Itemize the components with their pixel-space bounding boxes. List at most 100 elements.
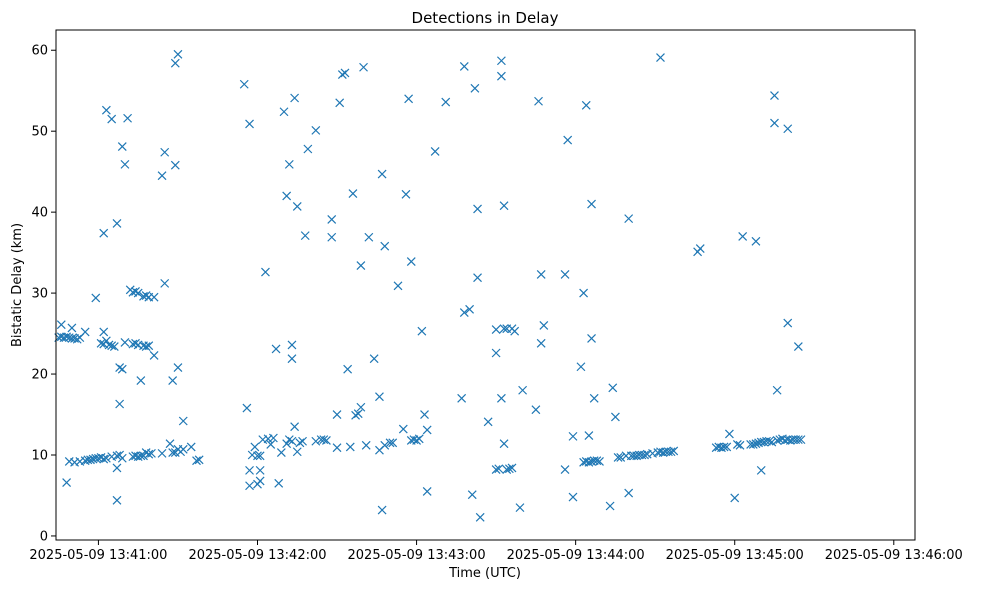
data-point	[531, 405, 541, 415]
data-point	[385, 438, 395, 448]
data-point	[284, 159, 294, 169]
data-point	[793, 342, 803, 351]
data-point	[568, 492, 578, 502]
data-point	[616, 453, 626, 462]
data-point	[669, 446, 679, 456]
data-point	[170, 58, 180, 68]
data-point	[192, 456, 201, 466]
data-point	[268, 433, 278, 443]
data-point	[271, 344, 281, 354]
chart-title: Detections in Delay	[412, 9, 559, 27]
data-point	[107, 341, 117, 351]
data-point	[120, 338, 130, 347]
x-tick-label: 2025-05-09 13:46:00	[825, 548, 963, 563]
data-point	[732, 440, 742, 449]
data-point	[459, 308, 469, 317]
data-point	[144, 449, 154, 459]
data-point	[359, 62, 368, 72]
data-point	[793, 435, 803, 445]
y-tick-label: 60	[31, 44, 48, 59]
data-point	[261, 267, 270, 277]
data-point	[695, 244, 705, 253]
data-point	[377, 505, 387, 515]
data-point	[287, 354, 297, 364]
data-point	[300, 231, 310, 241]
data-point	[441, 97, 451, 107]
data-point	[656, 53, 665, 62]
data-point	[340, 68, 350, 78]
x-tick-label: 2025-05-09 13:44:00	[507, 548, 645, 563]
data-point	[496, 71, 506, 81]
data-point	[109, 342, 119, 351]
data-point	[504, 464, 514, 474]
data-point	[245, 465, 254, 475]
x-tick-label: 2025-05-09 13:45:00	[666, 548, 804, 563]
data-point	[772, 385, 782, 395]
data-point	[117, 142, 127, 151]
data-point	[499, 201, 509, 211]
data-point	[144, 341, 154, 351]
data-point	[730, 493, 740, 503]
data-point	[738, 232, 748, 241]
y-tick-label: 20	[31, 368, 48, 383]
data-point	[470, 83, 480, 93]
data-point	[719, 442, 729, 452]
data-point	[101, 105, 111, 115]
data-point	[170, 160, 180, 170]
data-point	[242, 403, 252, 413]
data-point	[112, 495, 122, 505]
data-point	[422, 487, 432, 496]
data-point	[86, 455, 95, 465]
data-point	[380, 440, 390, 450]
data-point	[666, 447, 676, 457]
data-point	[406, 257, 416, 266]
data-point	[499, 439, 509, 449]
data-point	[592, 456, 602, 466]
data-point	[361, 440, 371, 450]
data-point	[141, 291, 151, 300]
data-point	[343, 364, 353, 374]
data-point	[722, 442, 732, 452]
data-point	[465, 304, 475, 314]
data-point	[515, 503, 525, 513]
data-point	[751, 236, 761, 246]
y-axis-label: Bistatic Delay (km)	[10, 223, 25, 347]
data-point	[345, 442, 355, 452]
data-point	[133, 288, 143, 298]
data-point	[287, 340, 297, 350]
data-point	[322, 436, 331, 445]
data-point	[510, 326, 520, 336]
data-point	[290, 93, 300, 103]
data-point	[186, 442, 196, 452]
data-point	[99, 454, 109, 464]
data-point	[173, 49, 183, 59]
data-point	[239, 79, 249, 89]
data-point	[783, 318, 793, 328]
data-point	[117, 453, 127, 463]
data-point	[255, 476, 265, 486]
data-point	[284, 435, 294, 445]
data-point	[496, 393, 506, 403]
data-point	[194, 455, 204, 465]
data-point	[165, 439, 175, 449]
data-point	[117, 364, 127, 374]
data-point	[467, 490, 477, 500]
data-point	[568, 431, 578, 441]
data-point	[147, 448, 156, 458]
data-point	[72, 334, 82, 344]
data-point	[157, 171, 167, 181]
x-axis: 2025-05-09 13:41:00 2025-05-09 13:42:00 20…	[29, 540, 963, 563]
data-point	[298, 436, 307, 446]
data-point	[96, 338, 106, 348]
data-point	[496, 56, 506, 66]
data-point	[393, 281, 403, 291]
data-point	[735, 440, 745, 450]
data-point	[507, 463, 517, 473]
data-point	[337, 70, 347, 79]
x-tick-label: 2025-05-09 13:41:00	[29, 548, 167, 563]
data-point	[587, 199, 596, 209]
data-point	[430, 147, 440, 156]
data-point	[563, 135, 573, 145]
data-point	[772, 436, 782, 445]
data-point	[123, 113, 133, 123]
